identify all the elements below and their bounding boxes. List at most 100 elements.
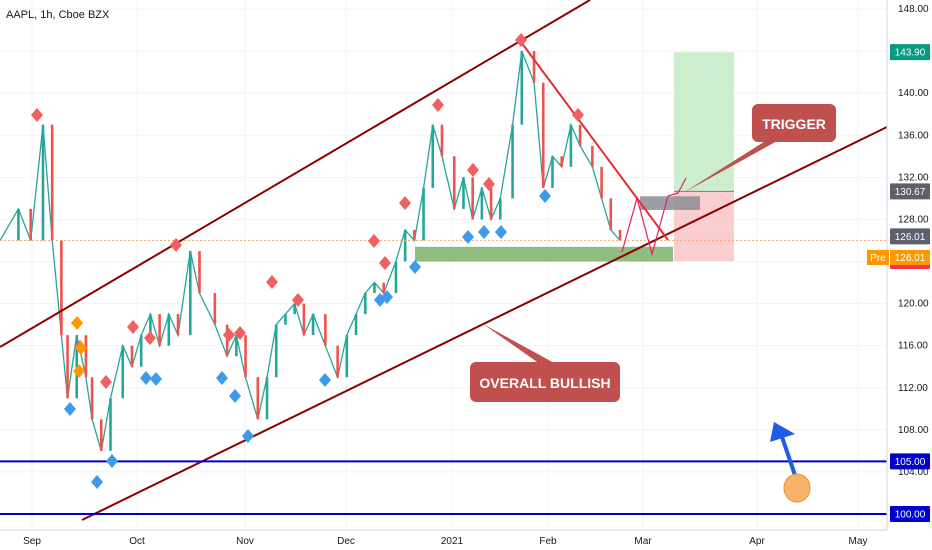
sell-signal-marker	[31, 108, 43, 122]
pre-label-bg	[867, 250, 889, 265]
chart-title: AAPL, 1h, Cboe BZX	[6, 9, 110, 21]
candle	[293, 303, 296, 315]
sell-signal-marker	[483, 177, 495, 191]
price-series	[0, 50, 622, 452]
buy-signal-marker	[150, 372, 162, 386]
y-tick-label: 104.00	[898, 467, 929, 478]
candle	[363, 293, 367, 315]
candle	[274, 324, 278, 378]
resistance-box	[640, 196, 700, 210]
x-tick-label: 2021	[441, 536, 464, 547]
candle	[158, 314, 161, 346]
candle	[345, 335, 349, 378]
candle	[225, 324, 229, 357]
price-axis: 148.00144.00140.00136.00132.00128.00124.…	[867, 0, 932, 550]
y-tick-label: 140.00	[898, 88, 929, 99]
time-axis-bg	[0, 530, 932, 550]
candle	[431, 124, 435, 188]
candle	[244, 335, 247, 378]
candle	[569, 124, 573, 167]
y-tick-label: 148.00	[898, 4, 929, 15]
descending-trendline	[520, 41, 669, 241]
y-tick-label: 108.00	[898, 425, 929, 436]
y-tick-label: 136.00	[898, 130, 929, 141]
buy-signal-marker	[409, 260, 421, 274]
candle	[188, 250, 192, 336]
sell-signal-marker	[399, 196, 411, 210]
alert-marker	[75, 341, 87, 355]
candle	[50, 124, 54, 241]
candle	[541, 82, 545, 188]
candle	[382, 282, 385, 294]
y-tick-label: 132.00	[898, 172, 929, 183]
trade-zones	[415, 52, 734, 262]
badge-support-105-bg	[890, 453, 930, 470]
overall-label: OVERALL BULLISH	[479, 375, 610, 391]
candle	[600, 166, 603, 199]
candle	[149, 314, 152, 336]
candle	[403, 229, 407, 262]
y-tick-label: 128.00	[898, 214, 929, 225]
grid	[0, 0, 887, 530]
candle	[41, 124, 45, 241]
buy-signal-marker	[381, 290, 393, 304]
candle	[66, 335, 69, 399]
y-tick-label: 120.00	[898, 299, 929, 310]
signal-markers	[31, 33, 584, 489]
candle	[452, 156, 456, 209]
channel-lower-line	[81, 126, 888, 521]
x-tick-label: Feb	[539, 536, 557, 547]
candle	[284, 314, 287, 325]
sell-signal-marker	[223, 328, 235, 342]
badge-entry-bg	[890, 183, 930, 200]
candle	[176, 314, 180, 336]
candle	[511, 124, 514, 199]
candle	[235, 335, 238, 357]
candle	[130, 345, 134, 367]
sell-signal-marker	[379, 256, 391, 270]
buy-signal-marker	[242, 429, 254, 443]
pre-value-bg	[890, 250, 930, 265]
candle	[578, 124, 582, 146]
candle	[591, 145, 594, 167]
candle	[440, 124, 444, 157]
candle	[532, 51, 536, 83]
buy-signal-marker	[319, 373, 331, 387]
sell-signal-marker	[515, 33, 527, 47]
candle	[498, 198, 502, 220]
candle	[471, 177, 474, 220]
x-tick-label: Dec	[337, 536, 355, 547]
buy-signal-marker	[462, 230, 474, 244]
sell-signal-marker	[572, 108, 584, 122]
candle	[84, 335, 88, 378]
badge-support-105: 105.00	[895, 457, 926, 468]
sell-signal-marker	[432, 98, 444, 112]
candle	[422, 187, 425, 241]
support-zone	[415, 246, 673, 262]
candle	[560, 156, 563, 167]
candle	[139, 335, 143, 367]
target-circle	[783, 473, 811, 503]
sell-signal-marker	[170, 238, 182, 252]
candle	[167, 314, 171, 346]
x-tick-label: Mar	[634, 536, 652, 547]
buy-signal-marker	[216, 371, 228, 385]
buy-signal-marker	[229, 389, 241, 403]
buy-signal-marker	[478, 225, 490, 239]
x-tick-label: Oct	[129, 536, 145, 547]
pre-label: Pre	[870, 253, 886, 264]
candle	[121, 345, 125, 399]
sell-signal-marker	[292, 293, 304, 307]
sell-signal-marker	[368, 234, 380, 248]
time-axis: Sep Oct Nov Dec 2021 Feb Mar Apr May	[0, 529, 932, 550]
badge-target-bg	[890, 44, 930, 61]
candle	[213, 293, 217, 325]
badge-target: 143.90	[895, 48, 926, 59]
sell-signal-marker	[234, 326, 246, 340]
channel-upper-line	[0, 0, 591, 348]
buy-signal-marker	[495, 225, 507, 239]
x-tick-label: May	[849, 536, 868, 547]
trigger-label: TRIGGER	[762, 116, 826, 132]
candle	[413, 229, 416, 241]
price-line	[0, 50, 621, 452]
